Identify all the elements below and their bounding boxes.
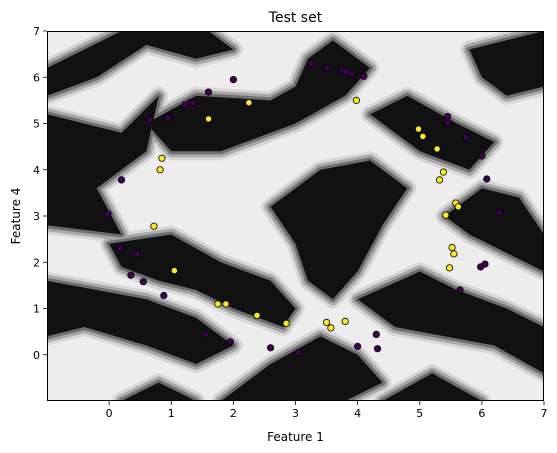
scatter-point-class-0 bbox=[127, 271, 135, 279]
x-axis-label: Feature 1 bbox=[267, 430, 324, 444]
scatter-point-class-0 bbox=[104, 210, 112, 218]
scatter-point-class-0 bbox=[201, 330, 209, 338]
scatter-point-class-0 bbox=[139, 278, 147, 286]
x-tick-label: 2 bbox=[230, 407, 237, 420]
y-axis: 0 1 2 3 4 5 6 7 bbox=[33, 25, 47, 362]
decision-region bbox=[357, 271, 544, 374]
scatter-point-class-0 bbox=[133, 250, 141, 258]
scatter-point-class-0 bbox=[226, 338, 234, 346]
y-tick-label: 1 bbox=[33, 303, 40, 316]
scatter-point-class-0 bbox=[294, 348, 303, 356]
decision-region bbox=[270, 160, 408, 300]
y-tick-label: 0 bbox=[33, 349, 40, 362]
scatter-point-class-0 bbox=[481, 260, 489, 268]
scatter-point-class-0 bbox=[116, 244, 124, 252]
scatter-point-class-0 bbox=[483, 175, 491, 183]
scatter-point-class-1 bbox=[352, 96, 360, 105]
decision-regions bbox=[47, 31, 544, 401]
decision-region bbox=[146, 40, 371, 152]
scatter-point-class-0 bbox=[444, 119, 452, 127]
scatter-point-class-0 bbox=[204, 88, 213, 96]
scatter-point-class-1 bbox=[222, 300, 230, 308]
y-tick-label: 6 bbox=[33, 71, 40, 84]
scatter-point-class-1 bbox=[327, 324, 335, 332]
scatter-point-class-1 bbox=[253, 311, 261, 319]
y-tick-label: 4 bbox=[33, 164, 40, 177]
scatter-point-class-0 bbox=[189, 99, 197, 107]
y-tick-label: 5 bbox=[33, 118, 40, 131]
scatter-point-class-0 bbox=[160, 291, 168, 300]
scatter-point-class-0 bbox=[229, 76, 237, 84]
scatter-point-class-0 bbox=[444, 113, 452, 121]
scatter-point-class-0 bbox=[456, 286, 464, 294]
x-tick-label: 3 bbox=[292, 407, 299, 420]
scatter-point-class-1 bbox=[439, 168, 447, 176]
decision-region bbox=[47, 31, 234, 96]
scatter-point-class-0 bbox=[495, 209, 503, 217]
x-tick-label: 7 bbox=[541, 407, 548, 420]
scatter-point-class-1 bbox=[445, 264, 454, 272]
scatter-point-class-1 bbox=[442, 211, 450, 219]
x-tick-label: 1 bbox=[168, 407, 175, 420]
scatter-point-class-0 bbox=[353, 342, 362, 350]
decision-region bbox=[382, 373, 482, 401]
decision-region bbox=[121, 382, 197, 401]
scatter-point-class-1 bbox=[158, 154, 166, 162]
decision-region bbox=[47, 95, 159, 235]
scatter-point-class-1 bbox=[433, 145, 441, 153]
y-axis-label: Feature 4 bbox=[9, 188, 23, 245]
scatter-point-class-0 bbox=[372, 330, 380, 338]
decision-region bbox=[469, 31, 544, 96]
scatter-point-class-1 bbox=[448, 243, 456, 252]
scatter-point-class-1 bbox=[170, 266, 178, 275]
decision-region bbox=[109, 234, 296, 327]
scatter-point-class-1 bbox=[435, 176, 444, 184]
decision-region bbox=[47, 280, 234, 364]
decision-region bbox=[444, 188, 544, 272]
scatter-point-class-1 bbox=[245, 99, 253, 107]
scatter-point-class-0 bbox=[347, 70, 355, 78]
scatter-point-class-1 bbox=[341, 317, 349, 325]
scatter-point-class-0 bbox=[145, 116, 154, 124]
scatter-point-class-1 bbox=[450, 250, 458, 258]
scatter-point-class-1 bbox=[156, 166, 164, 174]
scatter-point-class-0 bbox=[373, 345, 382, 353]
scatter-point-class-0 bbox=[164, 114, 172, 122]
scatter-point-class-1 bbox=[214, 300, 222, 308]
scatter-point-class-0 bbox=[322, 64, 331, 72]
scatter-point-class-1 bbox=[150, 222, 158, 230]
y-tick-label: 3 bbox=[33, 210, 40, 223]
y-tick-label: 7 bbox=[33, 25, 40, 38]
scatter-point-class-0 bbox=[360, 72, 368, 80]
decision-region bbox=[220, 336, 383, 401]
scatter-point-class-1 bbox=[322, 318, 331, 326]
scatter-point-class-1 bbox=[419, 132, 427, 140]
scatter-point-class-1 bbox=[454, 203, 462, 211]
x-tick-label: 0 bbox=[106, 407, 113, 420]
scatter-point-class-1 bbox=[414, 125, 423, 133]
scatter-point-class-0 bbox=[307, 59, 315, 68]
y-tick-label: 2 bbox=[33, 256, 40, 269]
x-axis: 0 1 2 3 4 5 6 7 bbox=[106, 401, 548, 420]
scatter-points bbox=[104, 59, 503, 356]
x-tick-label: 5 bbox=[416, 407, 423, 420]
x-tick-label: 6 bbox=[478, 407, 485, 420]
plot-area bbox=[47, 31, 544, 401]
scatter-point-class-0 bbox=[117, 176, 126, 184]
scatter-point-class-0 bbox=[478, 152, 486, 160]
x-tick-label: 4 bbox=[354, 407, 361, 420]
chart-title: Test set bbox=[268, 10, 323, 26]
decision-region bbox=[370, 95, 495, 170]
plot-frame bbox=[47, 31, 544, 401]
scatter-point-class-0 bbox=[462, 133, 470, 141]
scatter-point-class-1 bbox=[282, 319, 290, 327]
scatter-point-class-0 bbox=[266, 344, 275, 352]
scatter-point-class-1 bbox=[204, 115, 213, 123]
